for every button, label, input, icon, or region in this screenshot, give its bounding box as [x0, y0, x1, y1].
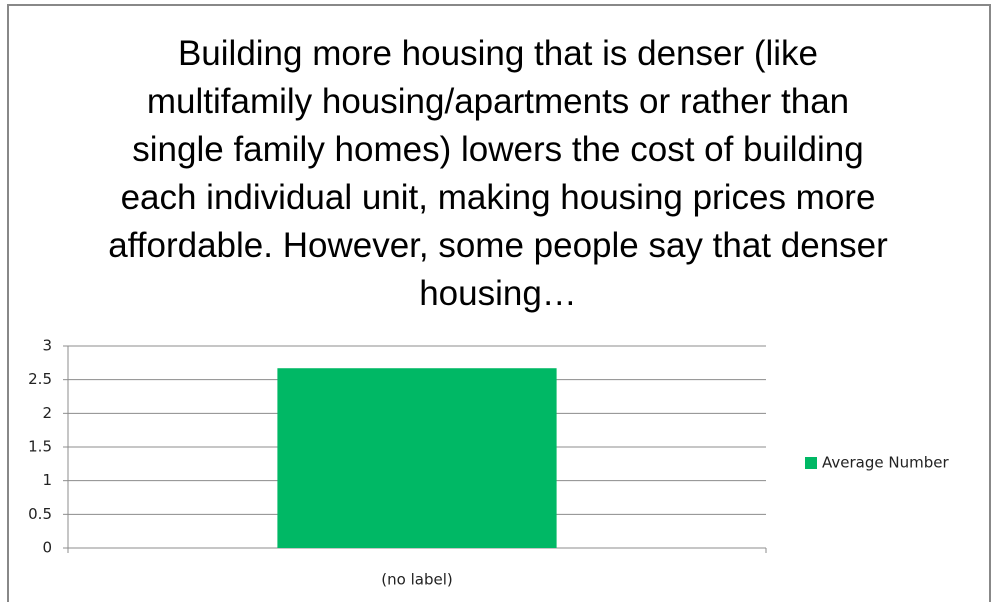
y-tick-label: 2.5 [28, 370, 52, 388]
chart-border [7, 4, 991, 602]
y-tick-label: 0 [42, 539, 52, 557]
chart-title: Building more housing that is denser (li… [108, 34, 888, 313]
y-tick-label: 0.5 [28, 505, 52, 523]
bar [277, 368, 557, 548]
y-tick-label: 2 [42, 404, 52, 422]
legend-label: Average Number [822, 454, 949, 472]
x-tick-label: (no label) [381, 571, 452, 589]
y-tick-label: 1 [42, 471, 52, 489]
y-tick-label: 3 [42, 337, 52, 355]
legend-swatch [805, 457, 817, 469]
y-tick-label: 1.5 [28, 438, 52, 456]
